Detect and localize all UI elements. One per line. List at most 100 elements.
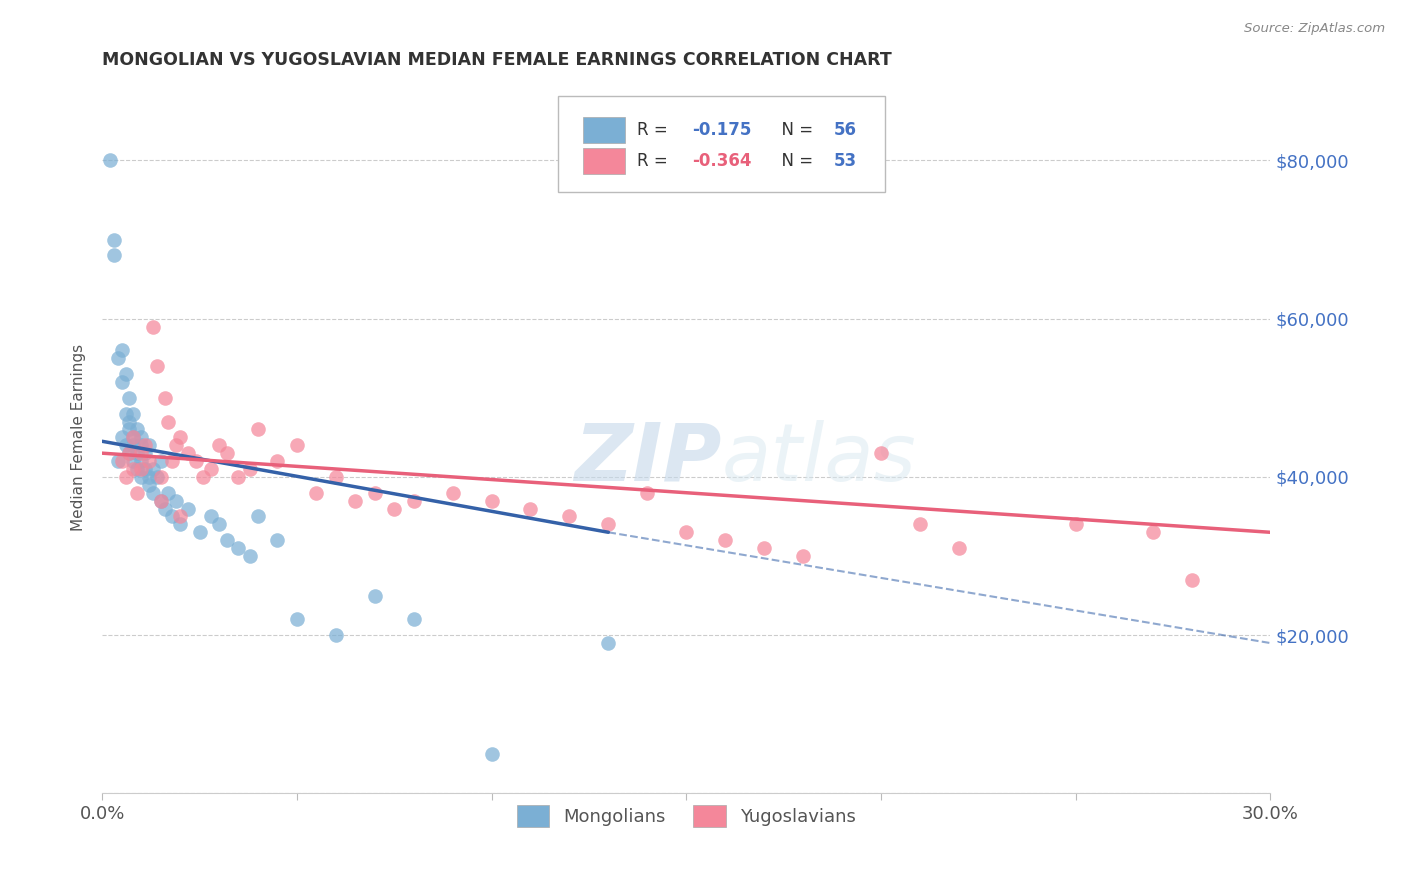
Point xyxy=(122,430,145,444)
Point xyxy=(129,470,152,484)
Point xyxy=(111,454,134,468)
Y-axis label: Median Female Earnings: Median Female Earnings xyxy=(72,343,86,531)
Point xyxy=(162,509,184,524)
Point xyxy=(441,485,464,500)
Point xyxy=(364,485,387,500)
FancyBboxPatch shape xyxy=(583,117,626,143)
Text: ZIP: ZIP xyxy=(574,420,721,498)
Point xyxy=(165,493,187,508)
Point xyxy=(752,541,775,555)
Point xyxy=(138,438,160,452)
Point xyxy=(114,407,136,421)
Point xyxy=(122,438,145,452)
Point xyxy=(598,517,620,532)
Legend: Mongolians, Yugoslavians: Mongolians, Yugoslavians xyxy=(509,797,863,834)
Point xyxy=(138,478,160,492)
Point xyxy=(107,351,129,366)
Point xyxy=(142,485,165,500)
Point xyxy=(169,517,191,532)
Point xyxy=(122,407,145,421)
Point xyxy=(157,415,180,429)
Point xyxy=(481,493,503,508)
Point xyxy=(948,541,970,555)
Point xyxy=(118,422,141,436)
Point xyxy=(162,454,184,468)
Point xyxy=(138,470,160,484)
FancyBboxPatch shape xyxy=(583,148,626,174)
Point xyxy=(134,462,156,476)
Text: N =: N = xyxy=(772,153,818,170)
Point xyxy=(239,549,262,563)
Point xyxy=(149,454,172,468)
Point xyxy=(908,517,931,532)
Point xyxy=(129,454,152,468)
Point xyxy=(228,541,250,555)
Point xyxy=(157,485,180,500)
Point xyxy=(675,525,697,540)
Point xyxy=(1064,517,1087,532)
Point xyxy=(215,533,238,548)
Point xyxy=(122,462,145,476)
Point xyxy=(127,462,149,476)
Point xyxy=(134,446,156,460)
Point xyxy=(870,446,893,460)
Text: Source: ZipAtlas.com: Source: ZipAtlas.com xyxy=(1244,22,1385,36)
Point xyxy=(285,438,308,452)
Point xyxy=(129,446,152,460)
Point xyxy=(114,470,136,484)
Point xyxy=(103,233,125,247)
Point xyxy=(169,509,191,524)
Point xyxy=(127,446,149,460)
Point xyxy=(98,153,121,168)
Point xyxy=(239,462,262,476)
Point xyxy=(127,485,149,500)
Point xyxy=(714,533,737,548)
Point xyxy=(215,446,238,460)
Point xyxy=(193,470,215,484)
Point xyxy=(246,422,269,436)
Point xyxy=(111,375,134,389)
Point xyxy=(1142,525,1164,540)
Point xyxy=(169,430,191,444)
Point xyxy=(145,470,167,484)
Point xyxy=(246,509,269,524)
Point xyxy=(165,438,187,452)
Point xyxy=(402,612,425,626)
Point xyxy=(149,493,172,508)
Point xyxy=(208,438,231,452)
Point xyxy=(1181,573,1204,587)
Point xyxy=(129,430,152,444)
Point xyxy=(118,415,141,429)
Text: R =: R = xyxy=(637,153,673,170)
Point xyxy=(481,747,503,761)
Point xyxy=(188,525,211,540)
Point xyxy=(142,319,165,334)
Point xyxy=(118,391,141,405)
Point xyxy=(103,248,125,262)
Point xyxy=(325,470,347,484)
Point xyxy=(519,501,541,516)
Point xyxy=(792,549,814,563)
Text: -0.175: -0.175 xyxy=(692,120,751,139)
Point xyxy=(266,454,288,468)
Point xyxy=(636,485,658,500)
Point xyxy=(142,462,165,476)
Point xyxy=(127,422,149,436)
Text: -0.364: -0.364 xyxy=(692,153,752,170)
Point xyxy=(208,517,231,532)
Point xyxy=(118,446,141,460)
Point xyxy=(558,509,581,524)
Point xyxy=(114,438,136,452)
Point xyxy=(382,501,405,516)
Point xyxy=(228,470,250,484)
Point xyxy=(149,493,172,508)
Point xyxy=(364,589,387,603)
Text: MONGOLIAN VS YUGOSLAVIAN MEDIAN FEMALE EARNINGS CORRELATION CHART: MONGOLIAN VS YUGOSLAVIAN MEDIAN FEMALE E… xyxy=(103,51,891,69)
Text: N =: N = xyxy=(772,120,818,139)
Point xyxy=(111,430,134,444)
Point xyxy=(107,454,129,468)
FancyBboxPatch shape xyxy=(558,95,884,192)
Point xyxy=(122,430,145,444)
Point xyxy=(149,470,172,484)
Point xyxy=(129,462,152,476)
